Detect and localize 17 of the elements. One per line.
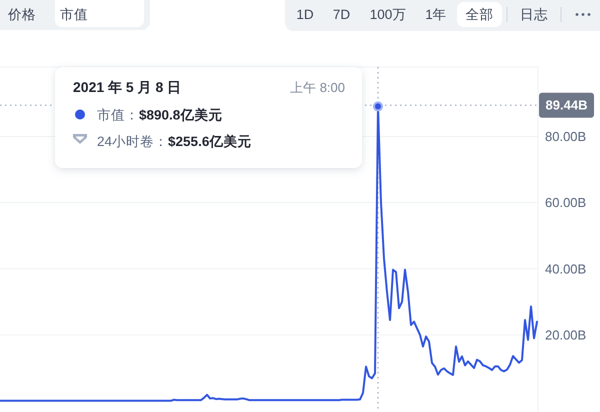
annotation: 上午 8:00 bbox=[290, 80, 345, 95]
y-tick-label: 60.00B bbox=[545, 195, 586, 210]
y-tick-label: 40.00B bbox=[545, 261, 586, 276]
text: 1年 bbox=[425, 7, 447, 22]
text: 1D bbox=[296, 7, 314, 22]
ref-line-label: 89.44B bbox=[546, 98, 588, 113]
y-tick-label: 20.00B bbox=[545, 327, 586, 342]
y-tick-label: 80.00B bbox=[545, 128, 586, 144]
text: 市值 bbox=[60, 7, 88, 22]
text: 100万 bbox=[370, 7, 406, 22]
text: 价格 bbox=[7, 7, 36, 22]
text: 日志 bbox=[520, 7, 548, 22]
annotation: 24小时卷：$255.6亿美元 bbox=[97, 133, 252, 149]
annotation: 2021 年 5 月 8 日 bbox=[73, 79, 182, 95]
annotation: 市值：$890.8亿美元 bbox=[97, 106, 222, 122]
text: 7D bbox=[332, 7, 350, 22]
text: 全部 bbox=[466, 7, 494, 22]
